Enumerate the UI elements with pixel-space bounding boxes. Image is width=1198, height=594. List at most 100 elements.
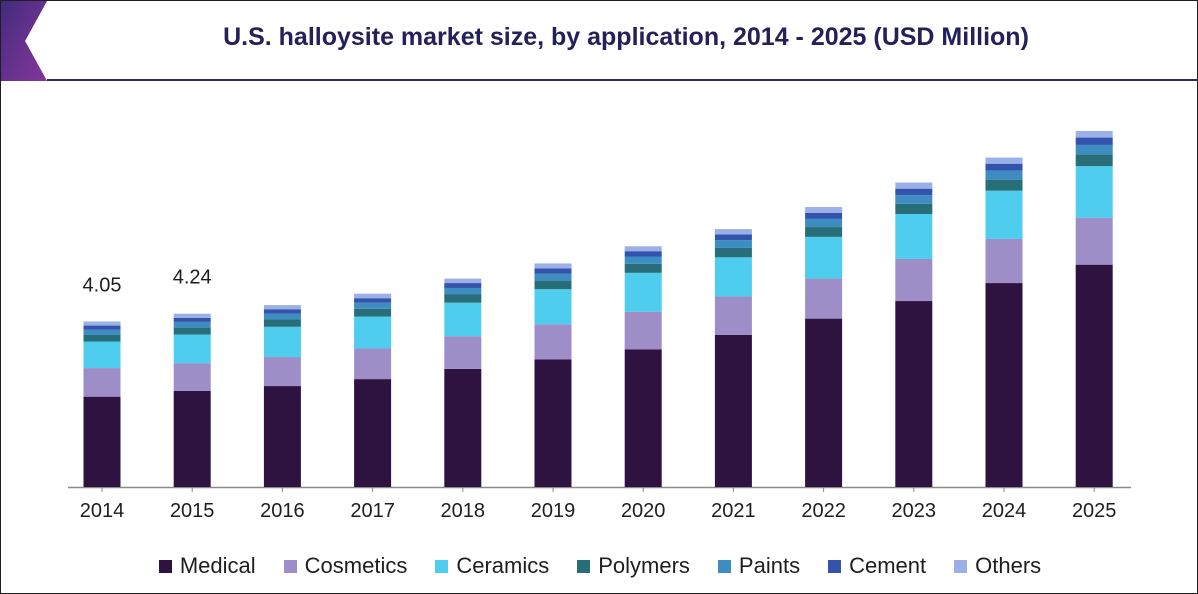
bar-ceramics-2017 <box>354 316 392 349</box>
bar-medical-2017 <box>354 379 392 487</box>
bar-polymers-2024 <box>985 179 1023 191</box>
bar-others-2017 <box>354 293 392 299</box>
bar-paints-2023 <box>895 195 933 204</box>
x-tick-label-2023: 2023 <box>892 500 937 522</box>
bar-others-2022 <box>805 207 843 213</box>
legend-swatch-polymers <box>577 559 591 573</box>
legend-swatch-ceramics <box>435 559 449 573</box>
bar-cosmetics-2016 <box>263 357 301 387</box>
bar-stack-2017 <box>354 293 392 487</box>
bar-polymers-2014 <box>83 334 121 342</box>
chart-legend: Medical Cosmetics Ceramics Polymers Paints Ce… <box>1 551 1198 581</box>
bar-cosmetics-2024 <box>985 238 1023 284</box>
data-label-2014: 4.05 <box>83 274 122 296</box>
bar-others-2014 <box>83 321 121 326</box>
bar-cement-2022 <box>805 212 843 219</box>
bar-cosmetics-2015 <box>173 363 211 391</box>
bar-medical-2018 <box>444 368 482 487</box>
bar-paints-2014 <box>83 329 121 335</box>
bar-stack-2022 <box>805 207 843 487</box>
bar-cosmetics-2014 <box>83 368 121 397</box>
legend-item-medical: Medical <box>158 553 256 579</box>
x-tick-label-2025: 2025 <box>1072 500 1117 522</box>
bar-medical-2021 <box>714 334 752 487</box>
legend-swatch-cement <box>828 559 842 573</box>
bar-cement-2023 <box>895 188 933 196</box>
bar-cosmetics-2018 <box>444 336 482 369</box>
bar-others-2016 <box>263 305 301 310</box>
bar-ceramics-2016 <box>263 326 301 358</box>
legend-item-others: Others <box>954 553 1041 579</box>
bar-ceramics-2021 <box>714 257 752 297</box>
bar-cement-2016 <box>263 309 301 314</box>
bar-stack-2020 <box>624 246 662 487</box>
legend-label-ceramics: Ceramics <box>456 553 550 578</box>
bar-medical-2014 <box>83 396 121 487</box>
bar-others-2019 <box>534 263 572 269</box>
bar-paints-2020 <box>624 256 662 264</box>
bar-polymers-2019 <box>534 280 572 290</box>
bar-others-2021 <box>714 229 752 235</box>
x-tick-label-2016: 2016 <box>260 500 305 522</box>
bar-polymers-2023 <box>895 203 933 214</box>
bar-cosmetics-2020 <box>624 311 662 350</box>
legend-swatch-others <box>954 559 968 573</box>
bar-medical-2016 <box>263 386 301 487</box>
bar-cement-2025 <box>1075 137 1113 145</box>
bar-cement-2024 <box>985 163 1023 171</box>
bar-stack-2025 <box>1075 131 1113 487</box>
bar-paints-2016 <box>263 313 301 320</box>
bar-medical-2025 <box>1075 264 1113 487</box>
bar-medical-2023 <box>895 301 933 487</box>
bar-ceramics-2022 <box>805 236 843 279</box>
bar-ceramics-2020 <box>624 272 662 312</box>
legend-item-polymers: Polymers <box>577 553 690 579</box>
legend-label-paints: Paints <box>738 553 801 578</box>
bar-stack-2023 <box>895 182 933 487</box>
bar-paints-2015 <box>173 321 211 328</box>
bar-polymers-2025 <box>1075 154 1113 167</box>
x-tick-label-2024: 2024 <box>982 500 1027 522</box>
x-tick-label-2020: 2020 <box>621 500 666 522</box>
x-tick-label-2018: 2018 <box>441 500 486 522</box>
legend-item-ceramics: Ceramics <box>435 553 549 579</box>
bar-polymers-2022 <box>805 227 843 237</box>
bar-polymers-2017 <box>354 308 392 317</box>
bar-cosmetics-2023 <box>895 258 933 302</box>
legend-swatch-paints <box>717 559 731 573</box>
legend-label-cosmetics: Cosmetics <box>304 553 408 578</box>
bar-stack-2024 <box>985 157 1023 487</box>
bar-stack-2014 <box>83 321 121 487</box>
bar-medical-2019 <box>534 359 572 487</box>
bar-medical-2024 <box>985 283 1023 487</box>
x-tick-label-2022: 2022 <box>801 500 846 522</box>
title-banner <box>1 1 1198 81</box>
bar-others-2024 <box>985 157 1023 164</box>
bar-ceramics-2019 <box>534 289 572 325</box>
bar-stack-2021 <box>714 229 752 487</box>
bar-others-2025 <box>1075 131 1113 138</box>
bar-medical-2015 <box>173 390 211 487</box>
legend-swatch-medical <box>158 559 172 573</box>
bar-paints-2025 <box>1075 144 1113 155</box>
bar-others-2023 <box>895 182 933 189</box>
bar-cosmetics-2021 <box>714 296 752 335</box>
bar-ceramics-2018 <box>444 302 482 337</box>
legend-label-medical: Medical <box>179 553 256 578</box>
bar-medical-2020 <box>624 349 662 487</box>
bar-cement-2019 <box>534 268 572 274</box>
chart-plot: 2014 4.05 2015 4.24 2016 2017 2018 2019 2020 2021… <box>68 131 1131 522</box>
bar-paints-2021 <box>714 240 752 248</box>
x-tick-label-2014: 2014 <box>80 500 125 522</box>
bar-polymers-2016 <box>263 319 301 327</box>
bar-others-2018 <box>444 278 482 284</box>
bar-stack-2018 <box>444 278 482 487</box>
legend-item-cosmetics: Cosmetics <box>283 553 408 579</box>
bar-paints-2017 <box>354 302 392 309</box>
bar-ceramics-2015 <box>173 334 211 364</box>
bar-medical-2022 <box>805 318 843 487</box>
bar-paints-2019 <box>534 273 572 281</box>
bar-paints-2018 <box>444 287 482 295</box>
bar-cosmetics-2017 <box>354 348 392 380</box>
